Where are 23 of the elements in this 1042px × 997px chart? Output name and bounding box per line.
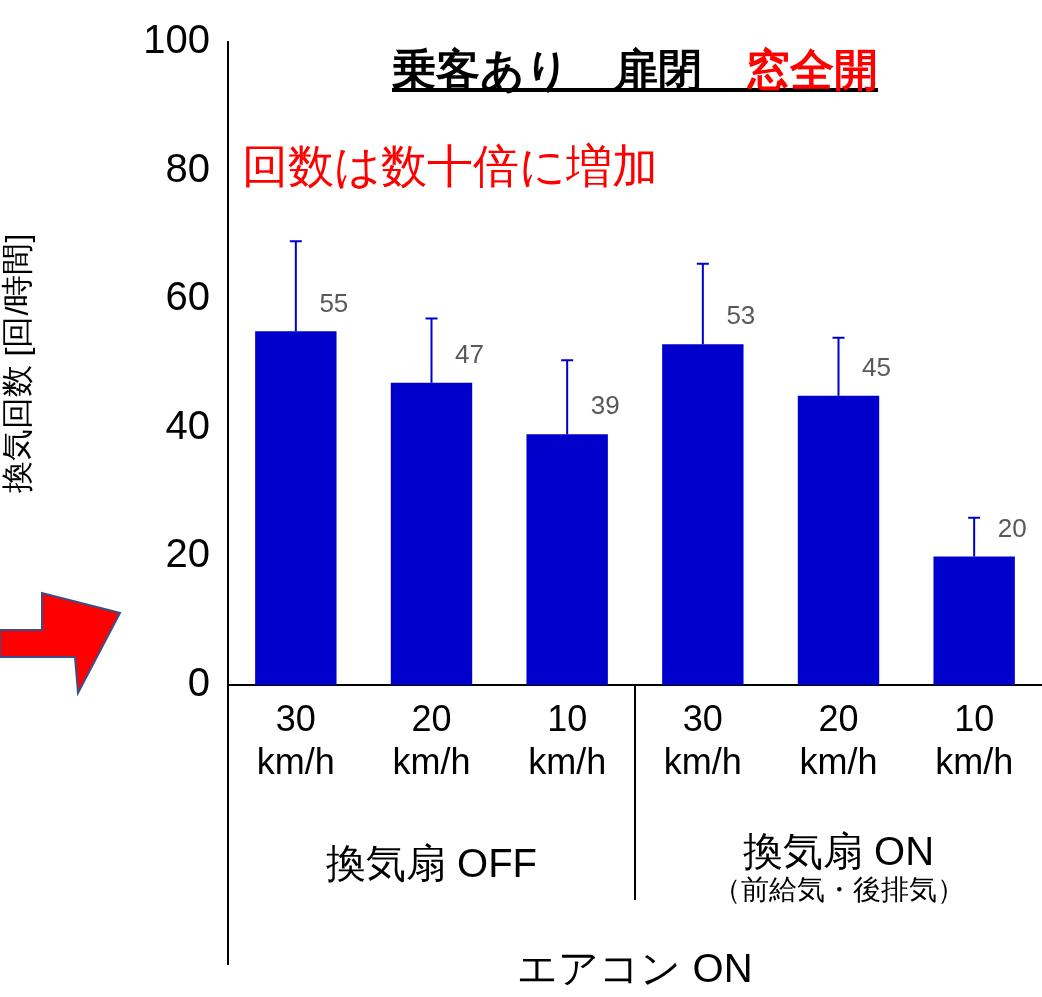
- data-label: 45: [862, 351, 891, 382]
- x-tick-label: 30 km/h: [663, 697, 742, 782]
- data-label: 39: [590, 390, 620, 421]
- y-tick-label: 0: [187, 660, 210, 705]
- data-label: 53: [726, 300, 756, 331]
- y-tick-label: 80: [165, 145, 210, 190]
- y-tick-label: 60: [165, 274, 210, 319]
- data-label: 55: [319, 287, 349, 318]
- y-tick-label: 40: [165, 402, 210, 447]
- text: 換気扇 OFF: [324, 840, 539, 886]
- x-tick-label: 10 km/h: [528, 697, 607, 782]
- text: 換気扇 ON （前給気・後排気）: [711, 828, 966, 907]
- x-tick-label: 30 km/h: [256, 697, 335, 782]
- y-tick-label: 20: [165, 531, 210, 576]
- x-tick-label: 20 km/h: [392, 697, 471, 782]
- y-tick-label: 100: [143, 17, 210, 62]
- annotation: 回数は数十倍に増加: [242, 140, 658, 193]
- y-axis-title: 換気回数 [回/時間]: [0, 233, 36, 494]
- x-tick-label: 20 km/h: [799, 697, 878, 782]
- data-label: 20: [997, 512, 1027, 543]
- x-tick-label: 10 km/h: [935, 697, 1014, 782]
- x-axis-title: エアコン ON: [516, 945, 754, 991]
- data-label: 47: [455, 338, 484, 369]
